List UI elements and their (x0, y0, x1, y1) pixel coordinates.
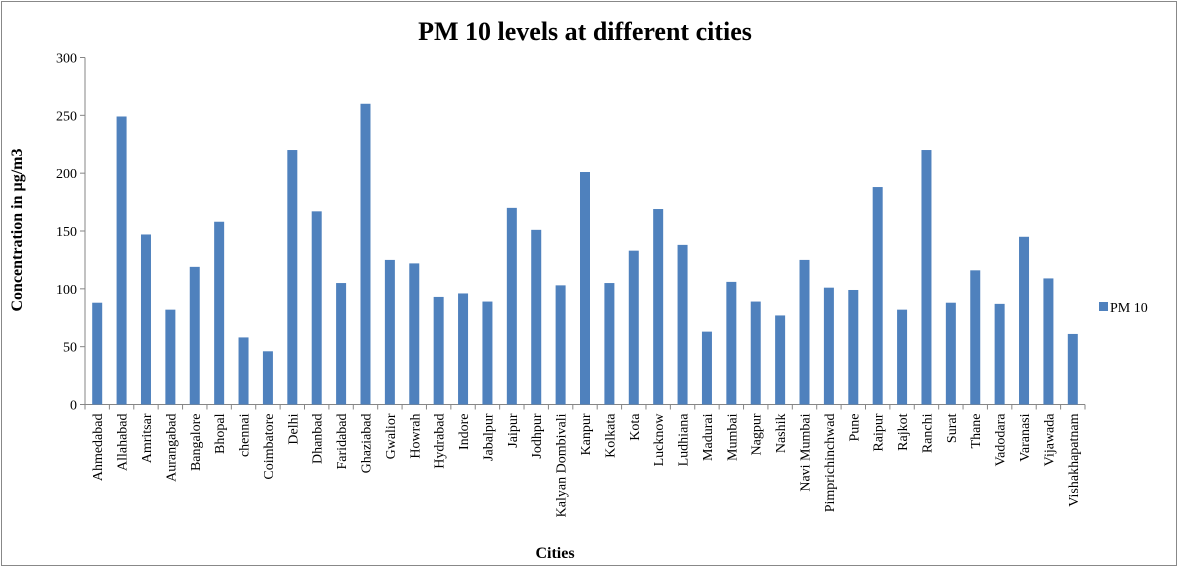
x-tick-label: Delhi (286, 413, 301, 444)
bar-ahmedabad (92, 302, 103, 405)
bar-vishakhapatnam (1067, 333, 1078, 405)
x-tick-label: Kolkata (603, 413, 618, 458)
bar-mumbai (726, 281, 737, 405)
x-tick-label: Allahabad (116, 414, 131, 472)
x-tick-label: Vijawada (1042, 413, 1057, 467)
bar-nashik (775, 315, 786, 405)
bar-vijawada (1043, 278, 1054, 405)
bar-lucknow (653, 209, 664, 405)
bar-surat (945, 302, 956, 405)
x-tick-label: Kalyan Dombivali (555, 413, 570, 517)
y-tick-label: 300 (56, 52, 77, 67)
x-tick-label: Varanasi (1018, 413, 1033, 461)
x-tick-label: Rajkot (896, 413, 911, 450)
bar-chennai (238, 337, 249, 405)
x-tick-label: Amritsar (140, 413, 155, 463)
x-tick-label: Thane (969, 414, 984, 449)
bar-ghaziabad (360, 103, 371, 405)
bar-pune (848, 289, 859, 405)
y-tick-label: 200 (56, 167, 77, 182)
bar-navi-mumbai (799, 259, 810, 405)
x-tick-label: Vadodara (994, 413, 1009, 467)
x-tick-label: Hydrabad (433, 414, 448, 469)
y-axis-label: Concentration in µg/m3 (9, 149, 26, 312)
x-tick-label: Aurangabad (164, 414, 179, 482)
bar-allahabad (116, 116, 127, 405)
bar-kolkata (604, 283, 615, 405)
bar-hydrabad (433, 296, 444, 405)
bar-madurai (701, 331, 712, 405)
x-tick-label: Ghaziabad (359, 414, 374, 474)
y-tick-label: 50 (63, 341, 77, 356)
x-tick-label: Pimprichinchwad (823, 414, 838, 513)
x-tick-label: Navi Mumbai (799, 413, 814, 491)
bar-faridabad (336, 283, 347, 405)
x-tick-label: Faridabad (335, 414, 350, 470)
x-tick-label: Gwalior (384, 413, 399, 459)
bar-delhi (287, 150, 298, 405)
x-tick-label: Coimbatore (262, 414, 277, 480)
x-tick-label: Jaipur (506, 413, 521, 448)
bar-kanpur (580, 172, 590, 405)
legend: PM 10 (1099, 301, 1148, 316)
bar-vadodara (994, 303, 1005, 405)
x-tick-label: Howrah (408, 414, 423, 459)
y-tick-label: 0 (70, 399, 77, 414)
x-tick-label: Ranchi (920, 413, 935, 453)
bar-aurangabad (165, 309, 176, 405)
bar-jodhpur (531, 229, 542, 405)
y-tick-label: 250 (56, 109, 77, 124)
x-tick-label: Mumbai (725, 413, 740, 461)
bar-jabalpur (482, 301, 493, 405)
bar-amritsar (140, 234, 151, 405)
x-tick-label: Indore (457, 414, 472, 451)
bar-indore (458, 293, 469, 405)
bar-ludhiana (677, 244, 688, 405)
bar-kota (628, 250, 639, 405)
x-tick-label: Bhopal (213, 413, 228, 454)
plot-area: 0 50 100 150 200 250 300 Ahmedabad Allahabad Amri… (56, 52, 1086, 517)
bar-gwalior (384, 259, 395, 405)
y-tick-label: 100 (56, 283, 77, 298)
bar-ranchi (921, 150, 932, 405)
bar-rajkot (897, 309, 908, 405)
x-tick-label: Jabalpur (481, 413, 496, 461)
legend-swatch (1099, 302, 1108, 311)
bar-varanasi (1019, 236, 1030, 405)
bar-bangalore (189, 266, 200, 405)
x-tick-label: Jodhpur (530, 413, 545, 458)
x-tick-label: Kanpur (579, 413, 594, 455)
chart-title: PM 10 levels at different cities (418, 17, 752, 46)
x-tick-label: Ahmedabad (91, 414, 106, 482)
legend-label: PM 10 (1110, 301, 1148, 316)
x-tick-label: Kota (628, 413, 643, 441)
y-tick-label: 150 (56, 225, 77, 240)
x-tick-label: Surat (945, 413, 960, 443)
x-tick-label: Nagpur (750, 413, 765, 455)
x-tick-label: Madurai (701, 413, 716, 461)
x-axis-label: Cities (535, 545, 574, 562)
x-tick-label: Bangalore (189, 414, 204, 472)
bar-raipur (872, 187, 883, 405)
bar-dhanbad (311, 211, 322, 405)
bar-coimbatore (262, 351, 273, 405)
x-tick-label: Dhanbad (311, 414, 326, 465)
x-tick-label: Raipur (872, 413, 887, 451)
bar-howrah (409, 263, 420, 405)
bar-jaipur (506, 207, 517, 405)
x-tick-label: Lucknow (652, 413, 667, 467)
x-tick-label: Ludhiana (677, 413, 692, 467)
bar-bhopal (214, 221, 225, 405)
bar-thane (970, 270, 981, 405)
bar-nagpur (750, 301, 761, 405)
bar-kalyan-dombivali (555, 285, 566, 405)
x-tick-label: Nashik (774, 414, 789, 454)
bar-pimprichinchwad (823, 287, 834, 405)
x-tick-label: chennai (238, 413, 253, 457)
x-tick-label: Vishakhapatnam (1067, 413, 1082, 506)
x-tick-label: Pune (847, 414, 862, 442)
